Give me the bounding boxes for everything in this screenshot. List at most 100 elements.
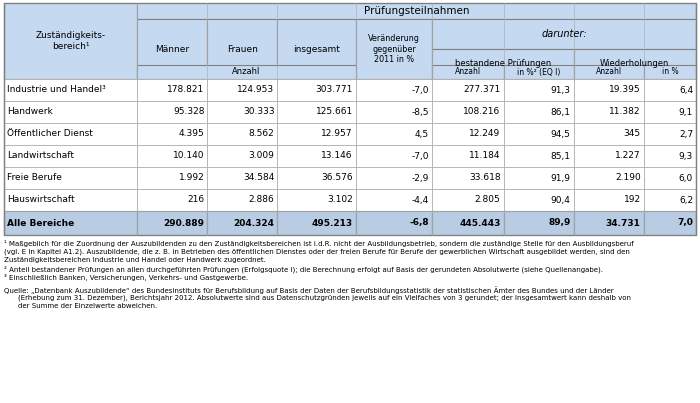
Bar — [356, 19, 432, 79]
Bar — [356, 123, 432, 145]
Text: Anzahl: Anzahl — [455, 67, 481, 77]
Text: Wiederholungen: Wiederholungen — [600, 60, 669, 69]
Bar — [503, 123, 573, 145]
Bar — [356, 79, 432, 101]
Text: -8,5: -8,5 — [412, 108, 429, 116]
Text: 9,3: 9,3 — [679, 152, 693, 160]
Bar — [503, 79, 573, 101]
Text: 9,1: 9,1 — [679, 108, 693, 116]
Bar — [207, 123, 277, 145]
Bar — [432, 65, 503, 79]
Bar — [644, 167, 696, 189]
Bar — [277, 79, 356, 101]
Text: -7,0: -7,0 — [412, 152, 429, 160]
Text: 6,4: 6,4 — [679, 85, 693, 94]
Text: 8.562: 8.562 — [248, 129, 274, 139]
Text: 4,5: 4,5 — [414, 129, 429, 139]
Text: Prüfungsteilnahmen: Prüfungsteilnahmen — [364, 6, 470, 16]
Text: darunter:: darunter: — [541, 29, 587, 39]
Bar — [573, 49, 696, 79]
Text: Zuständigkeits-
bereich¹: Zuständigkeits- bereich¹ — [36, 31, 106, 51]
Text: 6,2: 6,2 — [679, 195, 693, 204]
Bar — [277, 19, 356, 79]
Bar — [356, 167, 432, 189]
Bar — [432, 167, 503, 189]
Bar — [137, 145, 207, 167]
Bar — [503, 211, 573, 235]
Bar — [644, 211, 696, 235]
Bar — [137, 65, 356, 79]
Bar — [356, 189, 432, 211]
Bar — [503, 189, 573, 211]
Text: 94,5: 94,5 — [551, 129, 570, 139]
Bar — [207, 189, 277, 211]
Bar — [137, 101, 207, 123]
Text: Industrie und Handel³: Industrie und Handel³ — [7, 85, 106, 94]
Text: 86,1: 86,1 — [551, 108, 570, 116]
Text: bestandene Prüfungen: bestandene Prüfungen — [454, 60, 551, 69]
Bar — [277, 189, 356, 211]
Text: 178.821: 178.821 — [167, 85, 204, 94]
Bar — [573, 65, 644, 79]
Bar — [503, 145, 573, 167]
Text: 34.584: 34.584 — [243, 174, 274, 183]
Text: 11.382: 11.382 — [609, 108, 640, 116]
Bar — [4, 189, 137, 211]
Text: 95.328: 95.328 — [173, 108, 204, 116]
Bar — [277, 123, 356, 145]
Text: (vgl. E in Kapitel A1.2). Auszubildende, die z. B. in Betrieben des öffentlichen: (vgl. E in Kapitel A1.2). Auszubildende,… — [4, 249, 630, 255]
Text: 33.618: 33.618 — [469, 174, 500, 183]
Text: 495.213: 495.213 — [312, 218, 353, 228]
Text: 290.889: 290.889 — [163, 218, 204, 228]
Bar — [356, 145, 432, 167]
Bar — [4, 3, 137, 79]
Bar — [503, 65, 573, 79]
Text: 13.146: 13.146 — [321, 152, 353, 160]
Text: der Summe der Einzelwerte abweichen.: der Summe der Einzelwerte abweichen. — [18, 303, 158, 309]
Bar — [503, 167, 573, 189]
Bar — [137, 211, 207, 235]
Bar — [356, 211, 432, 235]
Text: Anzahl: Anzahl — [232, 67, 261, 77]
Bar — [573, 211, 644, 235]
Bar — [277, 101, 356, 123]
Bar — [207, 101, 277, 123]
Text: 204.324: 204.324 — [233, 218, 274, 228]
Text: 125.661: 125.661 — [316, 108, 353, 116]
Text: 36.576: 36.576 — [321, 174, 353, 183]
Bar — [4, 3, 696, 235]
Bar — [644, 189, 696, 211]
Text: Frauen: Frauen — [227, 44, 258, 54]
Bar — [432, 145, 503, 167]
Bar — [432, 49, 573, 79]
Text: -6,8: -6,8 — [410, 218, 429, 228]
Text: ¹ Maßgeblich für die Zuordnung der Auszubildenden zu den Zuständigkeitsbereichen: ¹ Maßgeblich für die Zuordnung der Auszu… — [4, 240, 634, 247]
Bar — [432, 19, 696, 49]
Text: 91,9: 91,9 — [551, 174, 570, 183]
Bar — [4, 101, 137, 123]
Bar — [356, 101, 432, 123]
Bar — [207, 19, 277, 79]
Text: Quelle: „Datenbank Auszubildende“ des Bundesinstituts für Berufsbildung auf Basi: Quelle: „Datenbank Auszubildende“ des Bu… — [4, 286, 614, 294]
Text: Veränderung
gegenüber
2011 in %: Veränderung gegenüber 2011 in % — [368, 34, 420, 64]
Bar — [4, 211, 137, 235]
Bar — [573, 167, 644, 189]
Bar — [432, 101, 503, 123]
Text: 124.953: 124.953 — [237, 85, 274, 94]
Bar — [207, 211, 277, 235]
Text: Zuständigkeitsbereichen Industrie und Handel oder Handwerk zugeordnet.: Zuständigkeitsbereichen Industrie und Ha… — [4, 257, 266, 263]
Text: Männer: Männer — [155, 44, 190, 54]
Text: 10.140: 10.140 — [173, 152, 204, 160]
Text: Freie Berufe: Freie Berufe — [7, 174, 62, 183]
Bar — [137, 189, 207, 211]
Text: 85,1: 85,1 — [551, 152, 570, 160]
Text: 6,0: 6,0 — [679, 174, 693, 183]
Text: -2,9: -2,9 — [412, 174, 429, 183]
Bar — [137, 3, 696, 19]
Text: Landwirtschaft: Landwirtschaft — [7, 152, 74, 160]
Text: 91,3: 91,3 — [551, 85, 570, 94]
Bar — [4, 79, 137, 101]
Text: 2,7: 2,7 — [679, 129, 693, 139]
Bar — [573, 189, 644, 211]
Bar — [4, 145, 137, 167]
